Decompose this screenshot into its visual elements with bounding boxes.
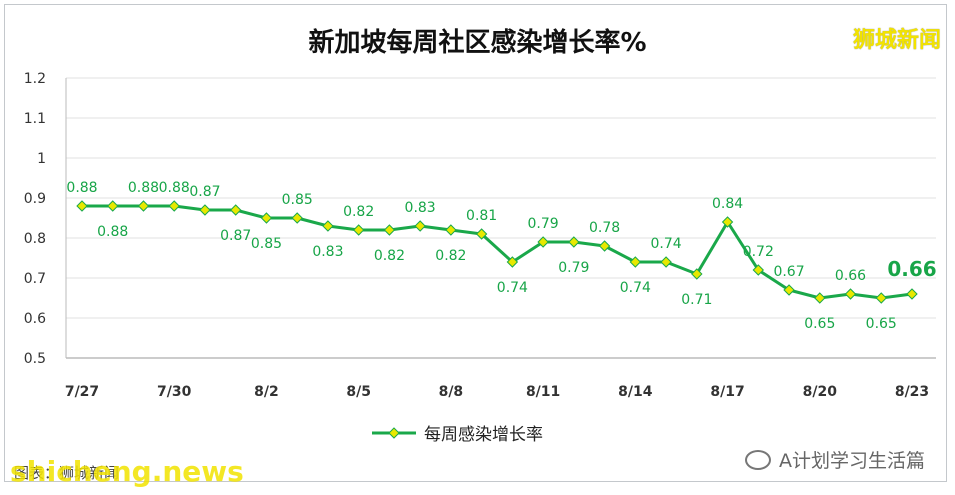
- data-point: [383, 224, 396, 236]
- data-label: 0.87: [189, 184, 220, 200]
- data-label: 0.74: [497, 280, 528, 296]
- wechat-watermark: A计划学习生活篇: [745, 446, 925, 473]
- x-tick-label: 8/8: [439, 384, 464, 400]
- data-point: [875, 292, 887, 304]
- legend: 每周感染增长率: [370, 420, 543, 445]
- y-tick-label: 1.2: [24, 71, 46, 87]
- chart-title: 新加坡每周社区感染增长率%: [308, 28, 647, 58]
- data-label: 0.88: [97, 224, 128, 240]
- data-point: [691, 268, 703, 280]
- data-label: 0.84: [712, 196, 743, 212]
- data-point: [322, 220, 334, 232]
- data-point: [844, 288, 857, 300]
- data-point: [814, 292, 826, 304]
- data-point: [260, 212, 273, 224]
- data-label: 0.79: [558, 260, 589, 276]
- data-point: [76, 200, 88, 212]
- data-label: 0.83: [405, 200, 436, 216]
- site-watermark: shicheng.news: [10, 455, 244, 488]
- data-label: 0.72: [743, 244, 774, 260]
- data-label: 0.74: [650, 236, 681, 252]
- brand-logo: 狮城新闻: [852, 28, 941, 53]
- data-label: 0.88: [66, 180, 97, 196]
- data-point: [291, 212, 303, 224]
- data-label: 0.87: [220, 228, 251, 244]
- data-point: [229, 204, 242, 216]
- legend-label: 每周感染增长率: [424, 425, 543, 445]
- data-point: [506, 256, 519, 268]
- data-label: 0.82: [435, 248, 466, 264]
- series-line: [82, 204, 913, 300]
- data-point: [199, 204, 211, 216]
- data-label: 0.66: [887, 257, 936, 281]
- y-tick-label: 0.8: [24, 231, 46, 247]
- y-tick-label: 0.9: [24, 191, 46, 207]
- data-point: [414, 220, 426, 232]
- y-tick-label: 1: [37, 151, 46, 167]
- legend-swatch: [372, 426, 416, 439]
- data-label: 0.81: [466, 208, 497, 224]
- data-label: 0.85: [251, 236, 282, 252]
- x-tick-label: 8/5: [346, 384, 371, 400]
- data-point: [629, 256, 642, 268]
- data-point: [168, 200, 180, 212]
- data-label: 0.79: [528, 216, 559, 232]
- source-note: 图表：狮城新闻: [14, 464, 120, 482]
- data-label: 0.66: [835, 268, 866, 284]
- x-tick-label: 8/20: [803, 384, 838, 400]
- data-point: [352, 224, 365, 236]
- data-point: [660, 256, 672, 268]
- data-point: [598, 240, 611, 252]
- y-tick-label: 0.5: [24, 351, 46, 367]
- data-label: 0.65: [866, 316, 897, 332]
- y-tick-label: 1.1: [24, 111, 46, 127]
- data-point: [568, 236, 580, 248]
- data-point: [475, 228, 488, 240]
- data-label: 0.83: [312, 244, 343, 260]
- x-tick-label: 7/30: [157, 384, 192, 400]
- data-label: 0.85: [282, 192, 313, 208]
- data-label: 0.82: [343, 204, 374, 220]
- data-point: [906, 288, 918, 300]
- data-label: 0.67: [773, 264, 804, 280]
- data-point: [445, 224, 457, 236]
- x-tick-label: 8/2: [254, 384, 279, 400]
- data-point: [783, 284, 795, 296]
- x-tick-label: 8/11: [526, 384, 560, 400]
- data-label: 0.71: [681, 292, 712, 308]
- data-label: 0.78: [589, 220, 620, 236]
- data-point: [107, 200, 119, 212]
- data-label: 0.65: [804, 316, 835, 332]
- data-label: 0.88: [128, 180, 159, 196]
- data-label: 0.82: [374, 248, 405, 264]
- data-point: [752, 264, 765, 276]
- x-tick-label: 7/27: [65, 384, 99, 400]
- chart-frame: [4, 4, 947, 482]
- wechat-icon: [745, 449, 771, 470]
- y-tick-label: 0.7: [24, 271, 46, 287]
- wechat-account: A计划学习生活篇: [779, 450, 925, 472]
- y-tick-label: 0.6: [24, 311, 46, 327]
- data-point: [537, 236, 549, 248]
- x-tick-label: 8/17: [710, 384, 744, 400]
- x-tick-label: 8/14: [618, 384, 653, 400]
- data-point: [721, 216, 734, 228]
- data-label: 0.74: [620, 280, 651, 296]
- data-label: 0.88: [159, 180, 190, 196]
- x-tick-label: 8/23: [895, 384, 929, 400]
- data-point: [137, 200, 150, 212]
